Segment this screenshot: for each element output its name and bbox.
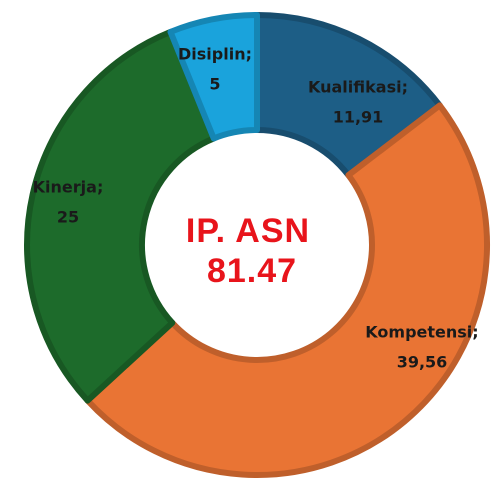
segment-category: Disiplin; — [178, 45, 252, 64]
donut-segment — [254, 12, 443, 179]
segment-value: 11,91 — [333, 108, 384, 127]
segment-category: Kinerja; — [33, 178, 104, 197]
center-title: IP. ASN — [186, 212, 310, 250]
segment-category: Kualifikasi; — [308, 78, 408, 97]
donut-segment — [24, 28, 217, 404]
donut-segment — [167, 12, 260, 142]
segment-value: 5 — [209, 75, 220, 94]
segment-category: Kompetensi; — [365, 323, 478, 342]
segment-value: 39,56 — [397, 353, 448, 372]
center-value: 81.47 — [207, 252, 297, 290]
donut-segment — [84, 102, 490, 478]
segment-value: 25 — [57, 208, 79, 227]
